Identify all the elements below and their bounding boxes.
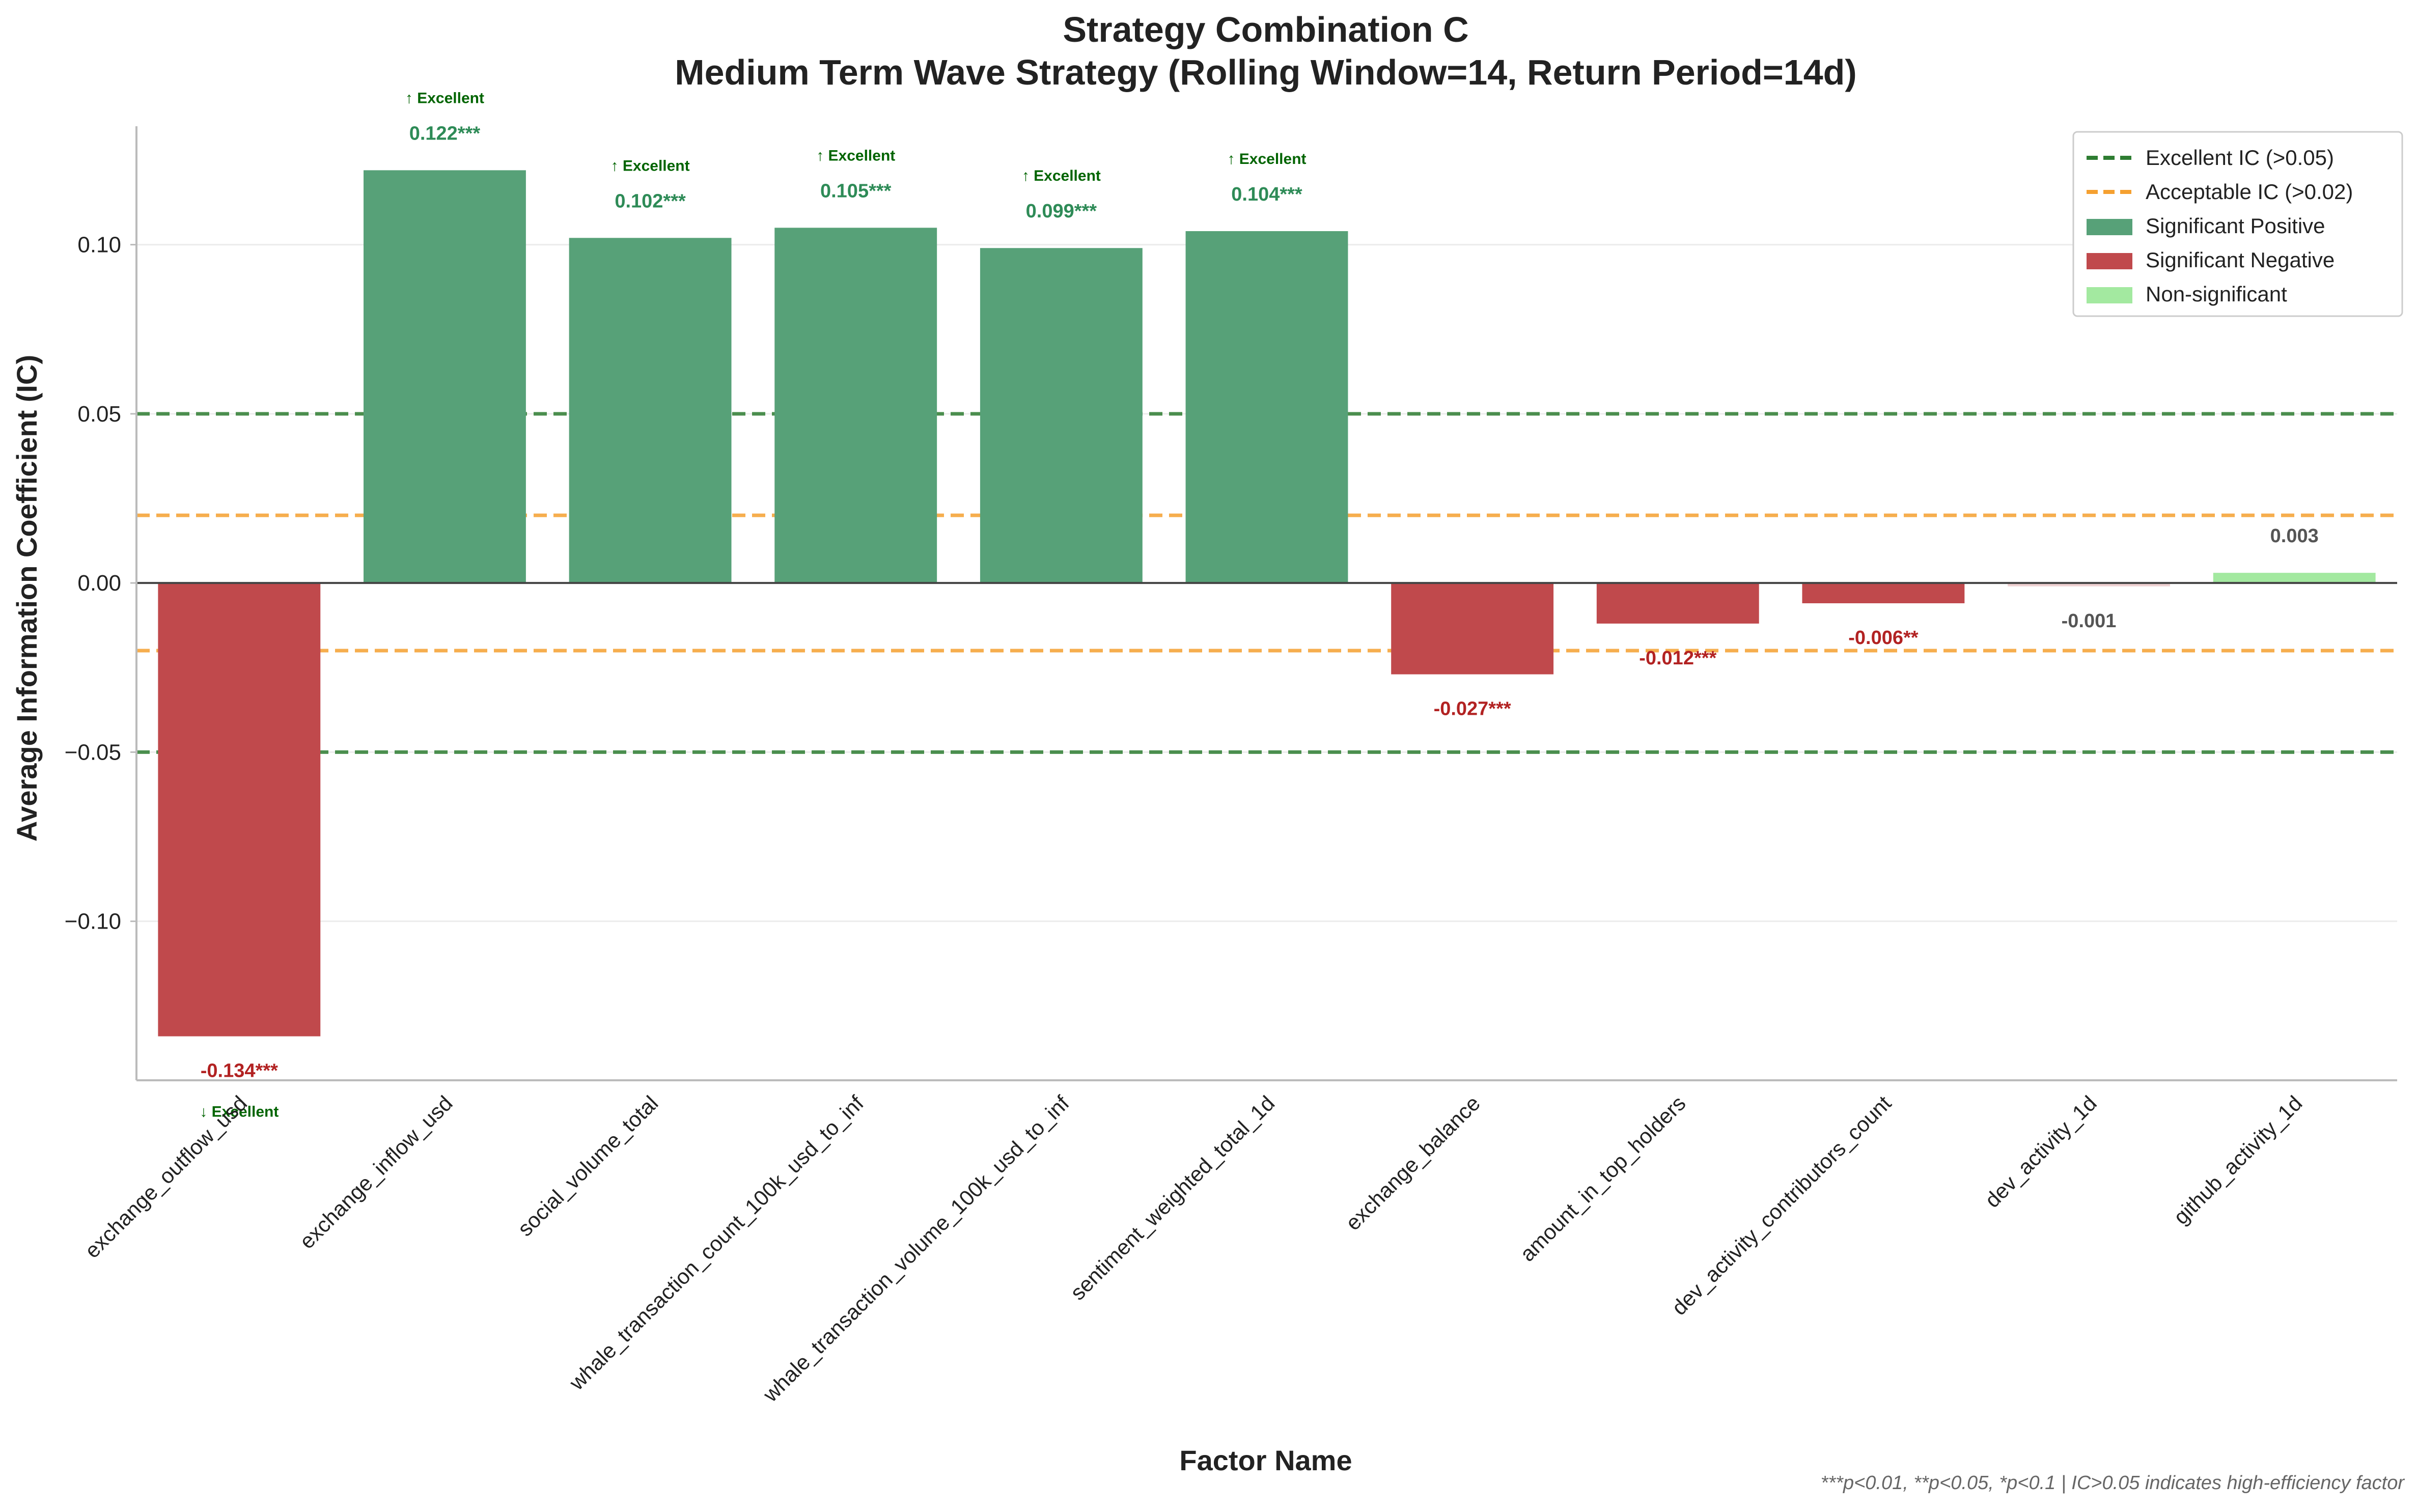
bar	[1185, 231, 1348, 583]
bars	[158, 170, 2376, 1037]
legend-label-excellent: Excellent IC (>0.05)	[2146, 146, 2334, 170]
value-label: 0.102***	[615, 190, 686, 212]
value-label: 0.099***	[1026, 201, 1097, 222]
quality-label: ↑ Excellent	[611, 157, 690, 174]
y-tick-label: −0.10	[65, 909, 121, 934]
value-label: 0.003	[2270, 525, 2319, 547]
bar	[364, 170, 526, 583]
quality-label: ↑ Excellent	[1227, 151, 1306, 167]
y-tick-label: 0.10	[77, 233, 121, 258]
value-label: -0.006**	[1848, 627, 1919, 649]
chart-subtitle: Medium Term Wave Strategy (Rolling Windo…	[675, 52, 1856, 92]
value-label: 0.105***	[820, 180, 892, 202]
bar	[569, 238, 732, 583]
legend-swatch-nonsig	[2087, 287, 2132, 303]
legend-swatch-positive	[2087, 219, 2132, 235]
bar	[1802, 583, 1965, 603]
legend-label-negative: Significant Negative	[2146, 248, 2335, 272]
y-tick-label: −0.05	[65, 740, 121, 765]
value-label: -0.134***	[201, 1060, 278, 1082]
y-tick-label: 0.05	[77, 402, 121, 427]
quality-label: ↑ Excellent	[816, 147, 895, 164]
bar	[2008, 583, 2170, 586]
legend-label-positive: Significant Positive	[2146, 214, 2325, 238]
value-label: 0.122***	[409, 123, 481, 144]
y-tick-label: 0.00	[77, 571, 121, 596]
chart-title: Strategy Combination C	[1063, 10, 1468, 49]
value-label: 0.104***	[1231, 184, 1302, 205]
footnote: ***p<0.01, **p<0.05, *p<0.1 | IC>0.05 in…	[1821, 1472, 2405, 1494]
bar	[1596, 583, 1759, 624]
legend-swatch-negative	[2087, 253, 2132, 269]
value-label: -0.027***	[1434, 698, 1511, 720]
value-label: -0.012***	[1639, 648, 1716, 669]
bar	[980, 248, 1143, 583]
bar	[1391, 583, 1554, 675]
bar	[2213, 573, 2376, 583]
value-label: -0.001	[2062, 610, 2117, 632]
bar	[774, 228, 937, 583]
legend-label-acceptable: Acceptable IC (>0.02)	[2146, 180, 2353, 204]
bar	[158, 583, 321, 1037]
legend-frame	[2072, 131, 2403, 317]
legend-label-nonsig: Non-significant	[2146, 282, 2287, 306]
value-labels: -0.134*** ↓ Excellent 0.122*** ↑ Excellent 0…	[200, 90, 2318, 1120]
legend: Excellent IC (>0.05) Acceptable IC (>0.0…	[2072, 131, 2403, 317]
quality-label: ↑ Excellent	[1022, 167, 1101, 184]
quality-label: ↑ Excellent	[405, 90, 484, 106]
x-axis-label: Factor Name	[1179, 1444, 1352, 1476]
y-axis-label: Average Information Coefficient (IC)	[11, 355, 43, 842]
quality-label: ↓ Excellent	[200, 1104, 279, 1121]
